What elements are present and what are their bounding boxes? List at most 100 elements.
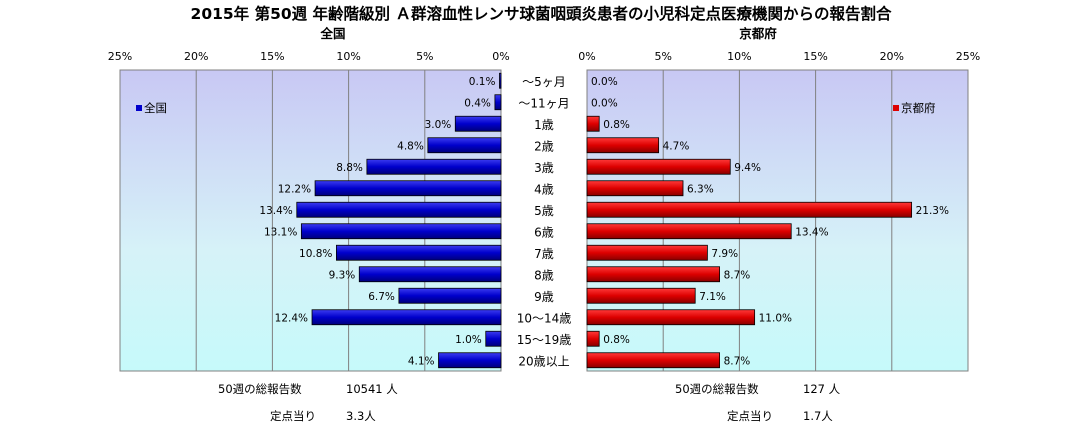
- bar-left-1: [494, 94, 502, 111]
- legend-swatch-right: [893, 105, 899, 111]
- summary-left-total-value: 10541 人: [346, 382, 398, 396]
- data-label-right-11: 11.0%: [759, 312, 792, 324]
- bar-left-5: [314, 180, 502, 197]
- summary-right-total-label: 50週の総報告数: [675, 382, 759, 396]
- tick-label-right-10: 10%: [727, 50, 751, 63]
- data-label-right-0: 0.0%: [591, 76, 618, 88]
- data-label-left-0: 0.1%: [469, 76, 496, 88]
- bar-left-9: [358, 266, 502, 283]
- legend-right: 京都府: [893, 101, 936, 115]
- category-label-8: 7歳: [534, 247, 554, 261]
- bar-left-3: [427, 137, 502, 154]
- data-label-right-4: 9.4%: [734, 162, 761, 174]
- category-label-1: ～11ヶ月: [518, 96, 569, 110]
- bar-right-9: [586, 266, 720, 283]
- summary-left-per-label: 定点当り: [270, 409, 316, 423]
- data-label-left-2: 3.0%: [425, 119, 452, 131]
- bar-left-12: [485, 330, 502, 347]
- tick-label-left-10: 10%: [336, 50, 360, 63]
- category-label-11: 10～14歳: [517, 311, 572, 325]
- category-label-2: 1歳: [534, 118, 554, 132]
- data-label-right-6: 21.3%: [916, 205, 949, 217]
- tick-label-left-25: 25%: [108, 50, 132, 63]
- category-label-6: 5歳: [534, 204, 554, 218]
- bars-right: 0.0% 0.0% 0.8% 4.7% 9.4% 6.3% 21.3% 13.4% 7.9% 8.…: [586, 76, 949, 369]
- tick-label-right-20: 20%: [880, 50, 904, 63]
- tick-label-left-0: 0%: [492, 50, 509, 63]
- tick-label-right-25: 25%: [956, 50, 980, 63]
- data-label-right-10: 7.1%: [699, 291, 726, 303]
- panel-title-right: 京都府: [739, 26, 777, 41]
- data-label-right-13: 8.7%: [724, 355, 751, 367]
- legend-label-right: 京都府: [901, 101, 936, 115]
- panel-title-left: 全国: [319, 26, 345, 41]
- category-label-4: 3歳: [534, 161, 554, 175]
- data-label-right-8: 7.9%: [711, 248, 738, 260]
- legend-left: 全国: [136, 101, 167, 115]
- summary-left-total-label: 50週の総報告数: [218, 382, 302, 396]
- bar-right-5: [586, 180, 684, 197]
- bar-right-2: [586, 115, 600, 132]
- tick-labels-right: 0% 5% 10% 15% 20% 25%: [578, 50, 980, 63]
- tick-label-right-15: 15%: [803, 50, 827, 63]
- bars-left: 0.1% 0.4% 3.0%4.8% 8.8% 12.2% 13.4% 13.1%10.8%…: [259, 72, 502, 369]
- data-label-left-6: 13.4%: [259, 205, 292, 217]
- bar-right-4: [586, 158, 731, 175]
- bar-left-2: [454, 115, 502, 132]
- bar-left-10: [398, 287, 502, 304]
- summary-left-per-value: 3.3人: [346, 409, 376, 423]
- data-label-right-3: 4.7%: [663, 140, 690, 152]
- bar-left-11: [311, 309, 502, 326]
- category-labels: ～5ヶ月 ～11ヶ月 1歳 2歳 3歳 4歳 5歳 6歳 7歳 8歳 9歳 10～14歳 15～19歳 2…: [517, 75, 572, 369]
- data-label-left-12: 1.0%: [455, 334, 482, 346]
- category-label-7: 6歳: [534, 225, 554, 239]
- legend-label-left: 全国: [144, 101, 167, 115]
- data-label-left-7: 13.1%: [264, 226, 297, 238]
- bar-right-12: [586, 330, 600, 347]
- bar-right-3: [586, 137, 660, 154]
- bar-left-8: [336, 244, 502, 261]
- plot-area-left: [119, 69, 502, 372]
- tick-labels-left: 25% 20% 15% 10% 5% 0%: [108, 50, 510, 63]
- bar-right-7: [586, 223, 792, 240]
- data-label-left-10: 6.7%: [368, 291, 395, 303]
- category-label-9: 8歳: [534, 268, 554, 282]
- category-label-10: 9歳: [534, 290, 554, 304]
- bar-right-6: [586, 201, 913, 218]
- tick-label-right-0: 0%: [578, 50, 595, 63]
- category-label-5: 4歳: [534, 182, 554, 196]
- tick-label-left-15: 15%: [260, 50, 284, 63]
- bar-left-7: [300, 223, 502, 240]
- data-label-right-5: 6.3%: [687, 183, 714, 195]
- category-label-0: ～5ヶ月: [522, 75, 566, 89]
- category-label-3: 2歳: [534, 139, 554, 153]
- tick-label-left-20: 20%: [184, 50, 208, 63]
- bar-left-0: [499, 72, 502, 89]
- data-label-left-1: 0.4%: [464, 97, 491, 109]
- data-label-left-11: 12.4%: [275, 312, 308, 324]
- data-label-right-9: 8.7%: [724, 269, 751, 281]
- tick-label-right-5: 5%: [654, 50, 671, 63]
- legend-swatch-left: [136, 105, 142, 111]
- data-label-left-3: 4.8%: [397, 140, 424, 152]
- category-label-12: 15～19歳: [517, 333, 572, 347]
- bar-left-6: [296, 201, 502, 218]
- bar-right-10: [586, 287, 696, 304]
- summary-right-total-value: 127 人: [803, 382, 841, 396]
- bar-right-13: [586, 352, 720, 369]
- tick-label-left-5: 5%: [416, 50, 433, 63]
- data-label-left-4: 8.8%: [336, 162, 363, 174]
- data-label-right-7: 13.4%: [795, 226, 828, 238]
- plot-area-right: [586, 69, 969, 372]
- bar-left-13: [438, 352, 502, 369]
- data-label-left-13: 4.1%: [408, 355, 435, 367]
- bar-right-8: [586, 244, 708, 261]
- bar-right-11: [586, 309, 756, 326]
- data-label-left-8: 10.8%: [299, 248, 332, 260]
- data-label-right-12: 0.8%: [603, 334, 630, 346]
- summary-right-per-label: 定点当り: [727, 409, 773, 423]
- data-label-right-1: 0.0%: [591, 97, 618, 109]
- data-label-left-5: 12.2%: [278, 183, 311, 195]
- data-label-left-9: 9.3%: [329, 269, 356, 281]
